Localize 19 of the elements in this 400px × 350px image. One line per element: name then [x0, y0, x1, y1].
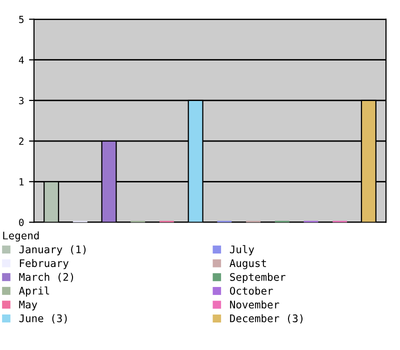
- legend-label: February: [20, 259, 69, 270]
- legend-label: May: [19, 300, 38, 310]
- y-tick-label: 3: [19, 96, 24, 104]
- y-tick-label: 2: [19, 138, 24, 145]
- legend-label: November: [230, 300, 280, 309]
- legend-label: January (1): [19, 245, 86, 256]
- y-tick-label: 5: [19, 16, 24, 24]
- legend-label: September: [230, 272, 286, 283]
- legend-label: March (2): [19, 272, 74, 282]
- legend-label: April: [18, 286, 50, 297]
- legend-label: December (3): [230, 314, 302, 324]
- legend-label: August: [230, 259, 266, 270]
- y-tick-label: 0: [19, 218, 24, 226]
- legend-label: July: [230, 245, 254, 256]
- y-tick-label: 4: [18, 56, 24, 64]
- y-tick-label: 1: [20, 178, 24, 186]
- legend-title: Legend: [3, 231, 39, 242]
- legend-label: October: [230, 286, 273, 295]
- legend-label: June (3): [19, 314, 67, 324]
